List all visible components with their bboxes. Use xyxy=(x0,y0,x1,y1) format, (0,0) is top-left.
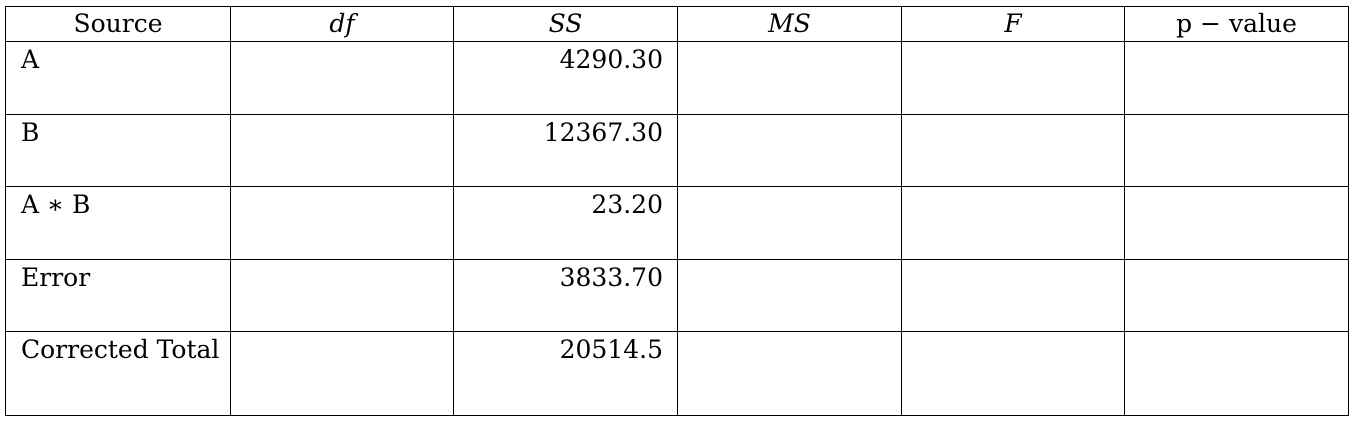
header-f: F xyxy=(901,6,1125,42)
cell-ss: 4290.30 xyxy=(453,41,678,115)
table-row: Error 3833.70 xyxy=(5,259,1349,332)
cell-source: Error xyxy=(5,259,231,332)
cell-df xyxy=(230,331,454,416)
cell-p-value xyxy=(1124,186,1349,260)
cell-ms xyxy=(677,331,902,416)
cell-df xyxy=(230,186,454,260)
header-row: Source df SS MS F p − value xyxy=(5,6,1349,42)
cell-df xyxy=(230,259,454,332)
header-df: df xyxy=(230,6,454,42)
cell-source: B xyxy=(5,114,231,187)
cell-source: Corrected Total xyxy=(5,331,231,416)
header-source: Source xyxy=(5,6,231,42)
cell-p-value xyxy=(1124,331,1349,416)
cell-ss: 23.20 xyxy=(453,186,678,260)
cell-p-value xyxy=(1124,259,1349,332)
cell-p-value xyxy=(1124,41,1349,115)
table-row: A 4290.30 xyxy=(5,41,1349,115)
cell-p-value xyxy=(1124,114,1349,187)
cell-ss: 20514.5 xyxy=(453,331,678,416)
cell-f xyxy=(901,186,1125,260)
cell-df xyxy=(230,41,454,115)
header-ss: SS xyxy=(453,6,678,42)
cell-f xyxy=(901,41,1125,115)
cell-f xyxy=(901,114,1125,187)
cell-ss: 3833.70 xyxy=(453,259,678,332)
table-row: Corrected Total 20514.5 xyxy=(5,331,1349,416)
cell-ms xyxy=(677,114,902,187)
cell-ms xyxy=(677,41,902,115)
table-row: A ∗ B 23.20 xyxy=(5,186,1349,260)
cell-f xyxy=(901,331,1125,416)
cell-ms xyxy=(677,186,902,260)
table-row: B 12367.30 xyxy=(5,114,1349,187)
cell-ss: 12367.30 xyxy=(453,114,678,187)
cell-source: A xyxy=(5,41,231,115)
header-p-value: p − value xyxy=(1124,6,1349,42)
cell-df xyxy=(230,114,454,187)
cell-ms xyxy=(677,259,902,332)
cell-f xyxy=(901,259,1125,332)
cell-source: A ∗ B xyxy=(5,186,231,260)
header-ms: MS xyxy=(677,6,902,42)
anova-table: Source df SS MS F p − value A 4290.30 B … xyxy=(5,6,1349,416)
